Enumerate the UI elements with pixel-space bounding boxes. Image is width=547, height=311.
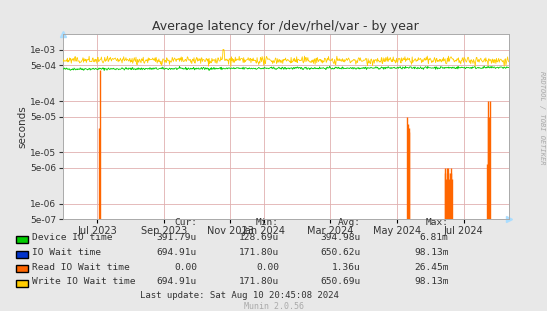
Text: 391.79u: 391.79u xyxy=(156,233,197,242)
Text: Write IO Wait time: Write IO Wait time xyxy=(32,277,135,286)
Text: Max:: Max: xyxy=(426,218,449,227)
Y-axis label: seconds: seconds xyxy=(17,105,27,148)
Text: 650.69u: 650.69u xyxy=(321,277,361,286)
Title: Average latency for /dev/rhel/var - by year: Average latency for /dev/rhel/var - by y… xyxy=(153,20,419,33)
Text: 98.13m: 98.13m xyxy=(414,248,449,257)
Text: 650.62u: 650.62u xyxy=(321,248,361,257)
Text: Avg:: Avg: xyxy=(338,218,361,227)
Text: Cur:: Cur: xyxy=(174,218,197,227)
Text: IO Wait time: IO Wait time xyxy=(32,248,101,257)
Text: Last update: Sat Aug 10 20:45:08 2024: Last update: Sat Aug 10 20:45:08 2024 xyxy=(140,291,339,300)
Text: 694.91u: 694.91u xyxy=(156,277,197,286)
Text: Device IO time: Device IO time xyxy=(32,233,112,242)
Text: 6.81m: 6.81m xyxy=(420,233,449,242)
Text: Min:: Min: xyxy=(256,218,279,227)
Text: 394.98u: 394.98u xyxy=(321,233,361,242)
Text: Munin 2.0.56: Munin 2.0.56 xyxy=(243,301,304,310)
Text: 26.45m: 26.45m xyxy=(414,262,449,272)
Text: 1.36u: 1.36u xyxy=(332,262,361,272)
Text: 171.80u: 171.80u xyxy=(238,248,279,257)
Text: 694.91u: 694.91u xyxy=(156,248,197,257)
Text: 0.00: 0.00 xyxy=(174,262,197,272)
Text: 0.00: 0.00 xyxy=(256,262,279,272)
Text: 128.69u: 128.69u xyxy=(238,233,279,242)
Text: Read IO Wait time: Read IO Wait time xyxy=(32,262,130,272)
Text: 171.80u: 171.80u xyxy=(238,277,279,286)
Text: RRDTOOL / TOBI OETIKER: RRDTOOL / TOBI OETIKER xyxy=(539,72,545,165)
Text: 98.13m: 98.13m xyxy=(414,277,449,286)
